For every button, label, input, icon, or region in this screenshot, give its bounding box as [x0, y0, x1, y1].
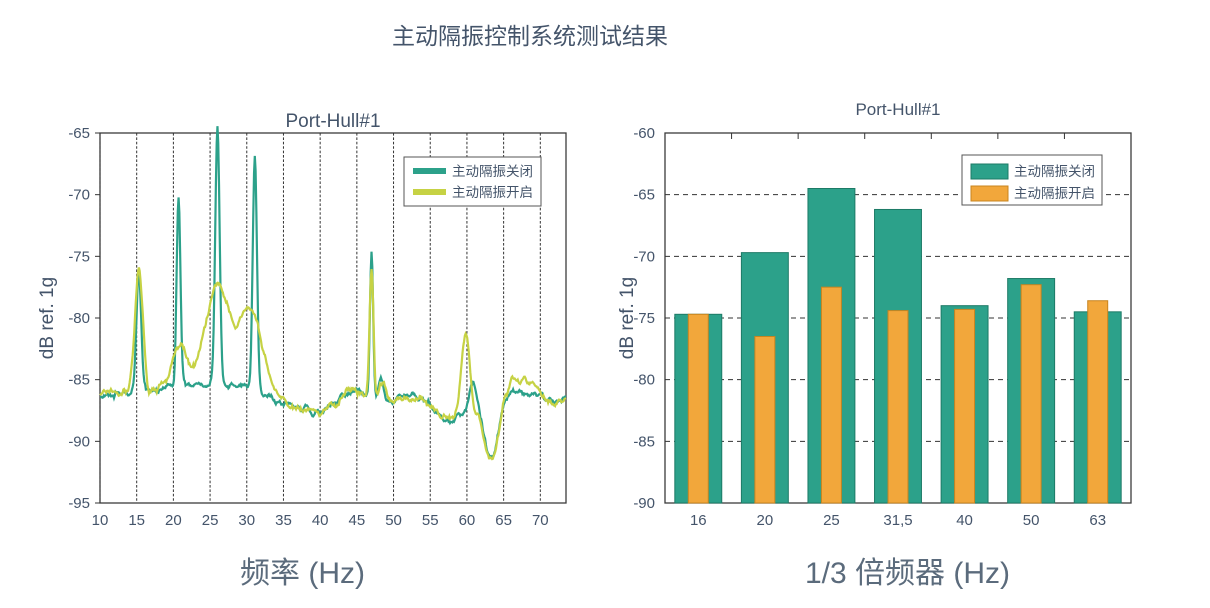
svg-text:20: 20 — [757, 512, 774, 529]
svg-text:-60: -60 — [633, 125, 655, 142]
svg-text:63: 63 — [1089, 512, 1106, 529]
svg-text:-90: -90 — [633, 495, 655, 512]
svg-text:50: 50 — [1023, 512, 1040, 529]
svg-text:dB ref. 1g: dB ref. 1g — [617, 277, 638, 359]
svg-text:Port-Hull#1: Port-Hull#1 — [855, 100, 940, 119]
svg-text:-70: -70 — [633, 248, 655, 265]
svg-text:主动隔振关闭: 主动隔振关闭 — [1014, 164, 1095, 179]
svg-text:-65: -65 — [633, 187, 655, 204]
svg-text:-85: -85 — [633, 433, 655, 450]
svg-text:40: 40 — [956, 512, 973, 529]
svg-text:16: 16 — [690, 512, 707, 529]
svg-text:主动隔振开启: 主动隔振开启 — [1014, 186, 1095, 201]
svg-text:25: 25 — [823, 512, 840, 529]
svg-text:-80: -80 — [633, 372, 655, 389]
svg-text:31,5: 31,5 — [883, 512, 912, 529]
